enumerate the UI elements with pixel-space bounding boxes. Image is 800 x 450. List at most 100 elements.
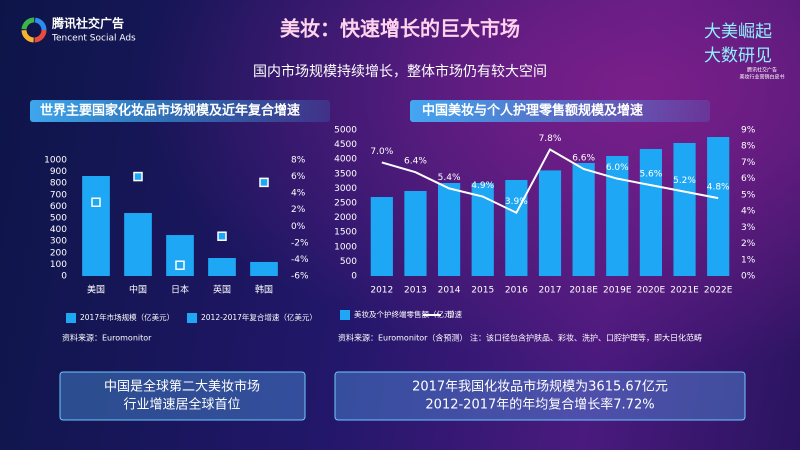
x-tick-label: 2022E <box>704 286 733 296</box>
y2-tick-label: 7% <box>741 158 756 168</box>
bar <box>208 258 236 276</box>
y-tick-label: 0 <box>351 272 357 282</box>
section-banner <box>410 100 710 122</box>
marker <box>175 260 185 270</box>
y-tick-label: 2500 <box>334 199 357 209</box>
data-label: 3.9% <box>505 197 528 207</box>
data-label: 6.0% <box>606 163 629 173</box>
bar <box>639 148 663 276</box>
callout-box <box>334 371 746 421</box>
bar <box>538 170 562 276</box>
data-label: 5.2% <box>673 176 696 186</box>
y2-tick-label: 3% <box>741 223 756 233</box>
callout-text: 行业增速居全球首位 <box>123 397 240 413</box>
y-tick-label: 3500 <box>334 169 357 179</box>
y2-tick-label: 0% <box>741 272 756 282</box>
y-tick-label: 1000 <box>334 242 357 252</box>
y2-tick-label: 8% <box>741 142 756 152</box>
x-tick-label: 2013 <box>404 286 427 296</box>
bar <box>124 213 152 276</box>
y-tick-label: 1000 <box>44 156 67 166</box>
data-label: 4.9% <box>471 181 494 191</box>
x-tick-label: 韩国 <box>255 284 273 296</box>
x-tick-label: 2021E <box>670 286 699 296</box>
x-tick-label: 中国 <box>129 284 147 296</box>
x-tick-label: 日本 <box>171 284 189 296</box>
bar <box>606 155 629 276</box>
y2-tick-label: -2% <box>291 238 309 248</box>
legend-symbol <box>340 310 350 320</box>
x-tick-label: 2015 <box>471 286 494 296</box>
legend-label: 2012-2017年复合增速（亿美元） <box>201 312 317 322</box>
y2-tick-label: 2% <box>291 205 306 215</box>
badge-caption: 美妆行业营销白皮书 <box>739 74 784 81</box>
y-tick-label: 5000 <box>334 126 357 136</box>
marker <box>259 177 269 188</box>
x-tick-label: 英国 <box>213 284 231 296</box>
y2-tick-label: 8% <box>291 156 306 166</box>
y-tick-label: 200 <box>50 248 67 258</box>
data-label: 5.6% <box>639 170 662 180</box>
data-label: 6.4% <box>404 157 427 167</box>
y-tick-label: 500 <box>50 214 67 224</box>
y-tick-label: 3000 <box>334 184 357 194</box>
source-note: 资料来源：Euromonitor <box>62 333 152 343</box>
y2-tick-label: 0% <box>291 222 306 232</box>
y2-tick-label: 4% <box>741 207 756 217</box>
x-tick-label: 2017 <box>539 286 562 296</box>
logo-english: Tencent Social Ads <box>51 34 136 44</box>
y-tick-label: 2000 <box>334 213 357 223</box>
callout-box <box>59 371 306 421</box>
y-tick-label: 4500 <box>334 140 357 150</box>
section-banner <box>30 100 330 122</box>
y-tick-label: 800 <box>50 179 67 189</box>
title: 美妆：快速增长的巨大市场 <box>280 17 520 41</box>
y-tick-label: 900 <box>50 167 67 177</box>
source-note: 资料来源：Euromonitor（含预测） 注：该口径包含护肤品、彩妆、洗护、口… <box>338 333 702 343</box>
y2-tick-label: 2% <box>741 239 756 249</box>
marker <box>91 197 101 208</box>
chart-title: 世界主要国家化妆品市场规模及近年复合增速 <box>40 103 300 119</box>
callout-text: 2012-2017年的年均复合增长率7.72% <box>425 397 654 413</box>
bar <box>505 179 528 276</box>
badge-caption: 腾讯社交广告 <box>747 67 777 74</box>
x-tick-label: 2014 <box>438 286 461 296</box>
bar <box>250 261 278 276</box>
legend-symbol <box>66 313 76 323</box>
y-tick-label: 500 <box>340 257 357 267</box>
data-label: 7.8% <box>539 134 562 144</box>
x-tick-label: 2012 <box>370 286 393 296</box>
y-tick-label: 1500 <box>334 228 357 238</box>
y2-tick-label: -4% <box>291 255 309 265</box>
y2-tick-label: 1% <box>741 255 756 265</box>
y-tick-label: 100 <box>50 260 67 270</box>
bar <box>471 182 494 276</box>
logo-icon <box>21 17 47 43</box>
y2-tick-label: 5% <box>741 190 756 200</box>
y-tick-label: 400 <box>50 225 67 235</box>
legend-symbol <box>187 313 197 323</box>
bar <box>707 137 730 276</box>
y-tick-label: 0 <box>61 272 67 282</box>
data-label: 4.8% <box>707 183 730 193</box>
x-tick-label: 2016 <box>505 286 528 296</box>
y2-tick-label: 4% <box>291 189 306 199</box>
bar <box>404 190 427 276</box>
legend-label: 美妆及个护终端零售额（亿元） <box>354 309 459 319</box>
y2-tick-label: 6% <box>291 172 306 182</box>
x-tick-label: 2018E <box>569 286 598 296</box>
data-label: 5.4% <box>438 173 461 183</box>
y2-tick-label: -6% <box>291 272 309 282</box>
subtitle: 国内市场规模持续增长，整体市场仍有较大空间 <box>253 63 547 80</box>
bar <box>437 182 461 276</box>
data-label: 6.6% <box>572 153 595 163</box>
y-tick-label: 600 <box>50 202 67 212</box>
line <box>381 148 719 215</box>
legend-label: 增速 <box>447 309 462 319</box>
callout-text: 中国是全球第二大美妆市场 <box>104 379 260 395</box>
bar <box>370 197 393 276</box>
y-tick-label: 4000 <box>334 155 357 165</box>
bar <box>82 176 110 276</box>
callout-text: 2017年我国化妆品市场规模为3615.67亿元 <box>412 379 668 395</box>
